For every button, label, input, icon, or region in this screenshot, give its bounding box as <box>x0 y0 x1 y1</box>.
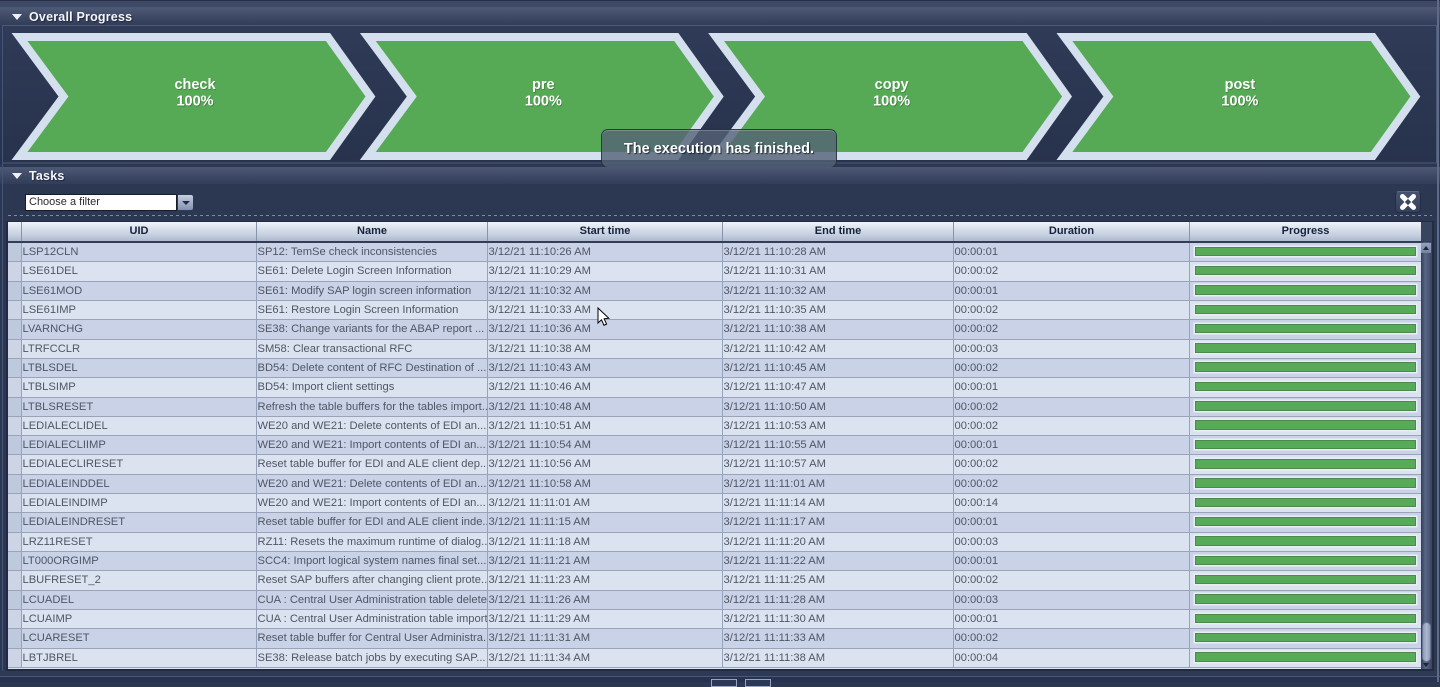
svg-text:100%: 100% <box>176 94 213 110</box>
svg-text:post: post <box>1225 77 1256 93</box>
svg-text:pre: pre <box>533 78 556 94</box>
svg-text:check: check <box>174 77 216 93</box>
svg-text:100%: 100% <box>526 94 563 110</box>
svg-text:copy: copy <box>875 77 909 93</box>
svg-text:post: post <box>1225 78 1256 94</box>
svg-text:100%: 100% <box>873 94 910 110</box>
svg-text:100%: 100% <box>874 94 911 110</box>
svg-text:100%: 100% <box>1222 94 1259 110</box>
svg-text:check: check <box>175 78 217 94</box>
svg-text:100%: 100% <box>525 94 562 110</box>
svg-text:100%: 100% <box>1221 94 1258 110</box>
svg-text:pre: pre <box>532 77 555 93</box>
svg-text:copy: copy <box>875 78 909 94</box>
svg-text:100%: 100% <box>177 94 214 110</box>
